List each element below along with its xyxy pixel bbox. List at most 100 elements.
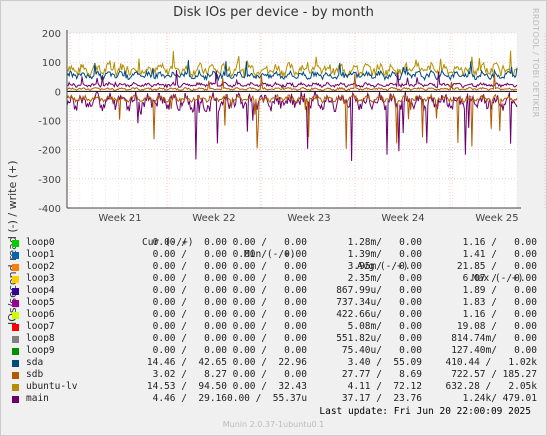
legend-row: loop2 0.00 / 0.00 0.00 / 0.00 3.95m/ 0.00 21… [12,261,537,273]
legend-cur: 0.00 / 0.00 [152,333,227,344]
legend-swatch [12,252,19,259]
series-line-sdb-write [66,73,518,92]
legend-swatch [12,300,19,307]
legend-max: 21.85 / 0.00 [456,261,537,272]
y-tick-label: 200 [42,29,61,40]
legend-swatch [12,276,19,283]
legend-row: loop9 0.00 / 0.00 0.00 / 0.00 75.40u/ 0.00 1… [12,345,537,357]
x-tick-label: Week 23 [287,213,330,224]
legend-name: loop5 [26,297,55,308]
legend-avg: 1.39m/ 0.00 [347,249,422,260]
header-min: Min (-/+) [244,249,296,260]
legend-avg: 3.95m/ 0.00 [347,261,422,272]
legend-cur: 0.00 / 0.00 [152,261,227,272]
legend-avg: 867.99u/ 0.00 [336,285,422,296]
legend-swatch [12,312,19,319]
chart-title: Disk IOs per device - by month [173,5,374,20]
legend-avg: 4.11 / 72.12 [347,381,422,392]
series-line-main-write [66,70,518,89]
legend-row: ubuntu-lv 14.53 / 94.50 0.00 / 32.43 4.11 /… [12,381,537,393]
legend-row: sda 14.46 / 42.65 0.00 / 22.96 3.40 / 55.09… [12,357,537,369]
legend-cur: 0.00 / 0.00 [152,237,227,248]
series-line-sda-write [66,60,518,82]
legend-row: loop1 0.00 / 0.00 0.00 / 0.00 1.39m/ 0.00 1.… [12,249,537,261]
munin-version: Munin 2.0.37-1ubuntu0.1 [222,420,325,429]
last-update: Last update: Fri Jun 20 22:00:09 2025 [319,406,531,417]
y-tick-label: 0 [55,87,61,98]
legend-max: 632.28 / 2.05k [445,381,537,392]
x-tick-label: Week 21 [98,213,141,224]
legend-swatch [12,240,19,247]
legend-max: 722.57 / 185.27 [451,369,537,380]
series-line-sdb-read [66,92,518,149]
legend-row: loop7 0.00 / 0.00 0.00 / 0.00 5.08m/ 0.00 19… [12,321,537,333]
legend-cur: 14.53 / 94.50 [146,381,227,392]
y-tick-label: -300 [38,175,61,186]
legend-max: 814.74m/ 0.00 [451,333,537,344]
legend-min: 0.00 / 0.00 [232,273,307,284]
legend-max: 127.40m/ 0.00 [451,345,537,356]
legend-header: Cur (-/+) Min (-/+) Avg (-/+) Max (-/+) [12,225,523,284]
legend-min: 0.00 / 0.00 [232,345,307,356]
legend-cur: 0.00 / 0.00 [152,297,227,308]
legend-avg: 2.35m/ 0.00 [347,273,422,284]
header-cur: Cur (-/+) [142,237,194,248]
legend-name: loop1 [26,249,55,260]
legend-name: loop2 [26,261,55,272]
legend-row: loop6 0.00 / 0.00 0.00 / 0.00 422.66u/ 0.00… [12,309,537,321]
legend-row: loop8 0.00 / 0.00 0.00 / 0.00 551.82u/ 0.00… [12,333,537,345]
header-max: Max (-/+) [472,273,524,284]
legend-max: 1.89 / 0.00 [462,285,537,296]
legend-row: loop4 0.00 / 0.00 0.00 / 0.00 867.99u/ 0.00… [12,285,537,297]
rrdtool-credit: RRDTOOL / TOBI OETIKER [531,8,540,118]
legend-name: loop8 [26,333,55,344]
legend-swatch [12,384,19,391]
legend-cur: 3.02 / 8.27 [152,369,227,380]
legend-avg: 37.17 / 23.76 [341,393,422,404]
legend-min: 0.00 / 0.00 [232,261,307,272]
legend-swatch [12,348,19,355]
y-tick-label: -200 [38,146,61,157]
legend-row: main 4.46 / 29.16 0.00 / 55.37u 37.17 / 23.… [12,393,537,405]
legend-name: main [26,393,49,404]
legend-max: 1.16 / 0.00 [462,309,537,320]
legend-name: loop3 [26,273,55,284]
legend-avg: 1.28m/ 0.00 [347,237,422,248]
legend-min: 0.00 / 0.00 [232,333,307,344]
legend-swatch [12,288,19,295]
legend-min: 0.00 / 55.37u [227,393,308,404]
legend-swatch [12,324,19,331]
legend-max: 410.44 / 1.02k [445,357,537,368]
legend-row: loop0 0.00 / 0.00 0.00 / 0.00 1.28m/ 0.00 1.… [12,237,537,249]
legend-name: loop0 [26,237,55,248]
legend-cur: 0.00 / 0.00 [152,273,227,284]
legend-min: 0.00 / 22.96 [232,357,307,368]
legend-min: 0.00 / 0.00 [232,237,307,248]
legend-name: sda [26,357,44,368]
legend-cur: 0.00 / 0.00 [152,285,227,296]
legend-name: loop9 [26,345,55,356]
x-tick-label: Week 25 [475,213,518,224]
legend-min: 0.00 / 0.00 [232,369,307,380]
legend-avg: 27.77 / 8.69 [341,369,422,380]
x-tick-label: Week 24 [381,213,424,224]
legend-swatch [12,372,19,379]
legend-max: 1.16 / 0.00 [462,237,537,248]
legend-cur: 0.00 / 0.00 [152,249,227,260]
legend-max: 1.24k/ 479.01 [462,393,537,404]
legend-max: 1.41 / 0.00 [462,249,537,260]
legend-cur: 0.00 / 0.00 [152,321,227,332]
legend-swatch [12,336,19,343]
legend-cur: 14.46 / 42.65 [146,357,227,368]
legend-swatch [12,396,19,403]
legend-max: 6.07 / 0.00 [462,273,537,284]
legend-min: 0.00 / 32.43 [232,381,307,392]
x-tick-label: Week 22 [192,213,235,224]
legend-avg: 75.40u/ 0.00 [341,345,422,356]
legend-swatch [12,264,19,271]
legend-min: 0.00 / 0.00 [232,309,307,320]
legend-min: 0.00 / 0.00 [232,297,307,308]
legend-max: 19.08 / 0.00 [456,321,537,332]
legend: Cur (-/+) Min (-/+) Avg (-/+) Max (-/+) … [12,225,537,405]
legend-min: 0.00 / 0.00 [232,249,307,260]
